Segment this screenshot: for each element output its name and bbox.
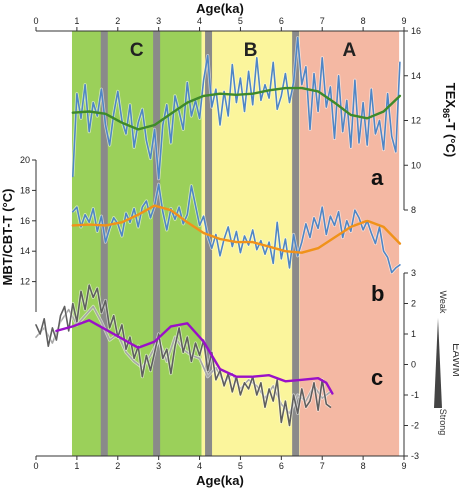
zone-c bbox=[71, 31, 202, 456]
right-top-tick-label: 14 bbox=[411, 71, 421, 81]
bottom-axis-title: Age(ka) bbox=[196, 473, 244, 488]
bottom-tick-label: 9 bbox=[401, 461, 406, 471]
top-tick-label: 5 bbox=[238, 16, 243, 26]
series-a-smooth-line bbox=[71, 86, 402, 131]
left-tick-label: 14 bbox=[20, 246, 30, 256]
right-bottom-tick-label: 0 bbox=[411, 360, 416, 370]
bottom-tick-label: 7 bbox=[320, 461, 325, 471]
bottom-tick-label: 5 bbox=[238, 461, 243, 471]
series-b-smooth-line bbox=[71, 204, 402, 254]
zone-label-a: A bbox=[343, 40, 357, 61]
event-bar bbox=[100, 31, 108, 456]
right-top-title-tail: -T (°C) bbox=[443, 118, 458, 157]
bottom-tick-label: 1 bbox=[74, 461, 79, 471]
top-tick-label: 1 bbox=[74, 16, 79, 26]
series-c-smooth-line bbox=[55, 319, 334, 395]
right-bottom-axis-ticks: -3 -2 -1 0 1 2 3 bbox=[404, 268, 419, 461]
event-bar bbox=[153, 31, 161, 456]
top-tick-label: 7 bbox=[320, 16, 325, 26]
right-bottom-tick-label: -3 bbox=[411, 451, 419, 461]
bottom-tick-label: 6 bbox=[279, 461, 284, 471]
top-tick-label: 6 bbox=[279, 16, 284, 26]
top-tick-label: 4 bbox=[197, 16, 202, 26]
right-top-axis-ticks: 8 10 12 14 16 bbox=[404, 26, 421, 215]
right-top-axis-title: TEX86-T (°C) bbox=[441, 83, 458, 157]
top-tick-label: 8 bbox=[361, 16, 366, 26]
series-b-line bbox=[72, 183, 401, 274]
left-tick-label: 16 bbox=[20, 216, 30, 226]
bottom-tick-label: 2 bbox=[115, 461, 120, 471]
data-series bbox=[34, 36, 402, 428]
top-tick-label: 3 bbox=[156, 16, 161, 26]
eawm-weak-label: Weak bbox=[438, 291, 448, 314]
eawm-title: EAWM bbox=[450, 343, 459, 377]
left-tick-label: 20 bbox=[20, 155, 30, 165]
right-bottom-tick-label: 1 bbox=[411, 329, 416, 339]
zone-label-c: C bbox=[130, 40, 144, 61]
curve-label-b: b bbox=[371, 281, 384, 306]
top-axis-ticks: 0 1 2 3 4 5 6 7 8 9 bbox=[33, 16, 407, 31]
right-top-title-main: TEX bbox=[443, 83, 458, 109]
top-tick-label: 0 bbox=[33, 16, 38, 26]
right-top-tick-label: 10 bbox=[411, 160, 421, 170]
series-c-line bbox=[35, 284, 332, 427]
eawm-strong-label: Strong bbox=[438, 409, 448, 436]
bottom-tick-label: 3 bbox=[156, 461, 161, 471]
top-tick-label: 9 bbox=[401, 16, 406, 26]
right-top-tick-label: 16 bbox=[411, 26, 421, 36]
right-top-tick-label: 12 bbox=[411, 116, 421, 126]
right-bottom-tick-label: -1 bbox=[411, 390, 419, 400]
bottom-tick-label: 4 bbox=[197, 461, 202, 471]
eawm-wedge bbox=[434, 318, 442, 408]
curve-label-c: c bbox=[371, 365, 383, 390]
left-tick-label: 12 bbox=[20, 277, 30, 287]
left-tick-label: 18 bbox=[20, 185, 30, 195]
curve-label-a: a bbox=[371, 165, 384, 190]
right-bottom-tick-label: 3 bbox=[411, 268, 416, 278]
top-tick-label: 2 bbox=[115, 16, 120, 26]
top-axis-title: Age(ka) bbox=[196, 1, 244, 16]
right-top-title-sub: 86 bbox=[441, 108, 451, 118]
left-axis-ticks: 12 14 16 18 20 bbox=[20, 155, 36, 287]
right-bottom-tick-label: -2 bbox=[411, 421, 419, 431]
bottom-tick-label: 8 bbox=[361, 461, 366, 471]
bottom-tick-label: 0 bbox=[33, 461, 38, 471]
right-bottom-tick-label: 2 bbox=[411, 299, 416, 309]
zone-label-b: B bbox=[244, 40, 258, 61]
right-top-tick-label: 8 bbox=[411, 205, 416, 215]
bottom-axis-ticks: 0 1 2 3 4 5 6 7 8 9 bbox=[33, 456, 407, 471]
left-axis-title: MBT/CBT-T (°C) bbox=[0, 189, 15, 286]
